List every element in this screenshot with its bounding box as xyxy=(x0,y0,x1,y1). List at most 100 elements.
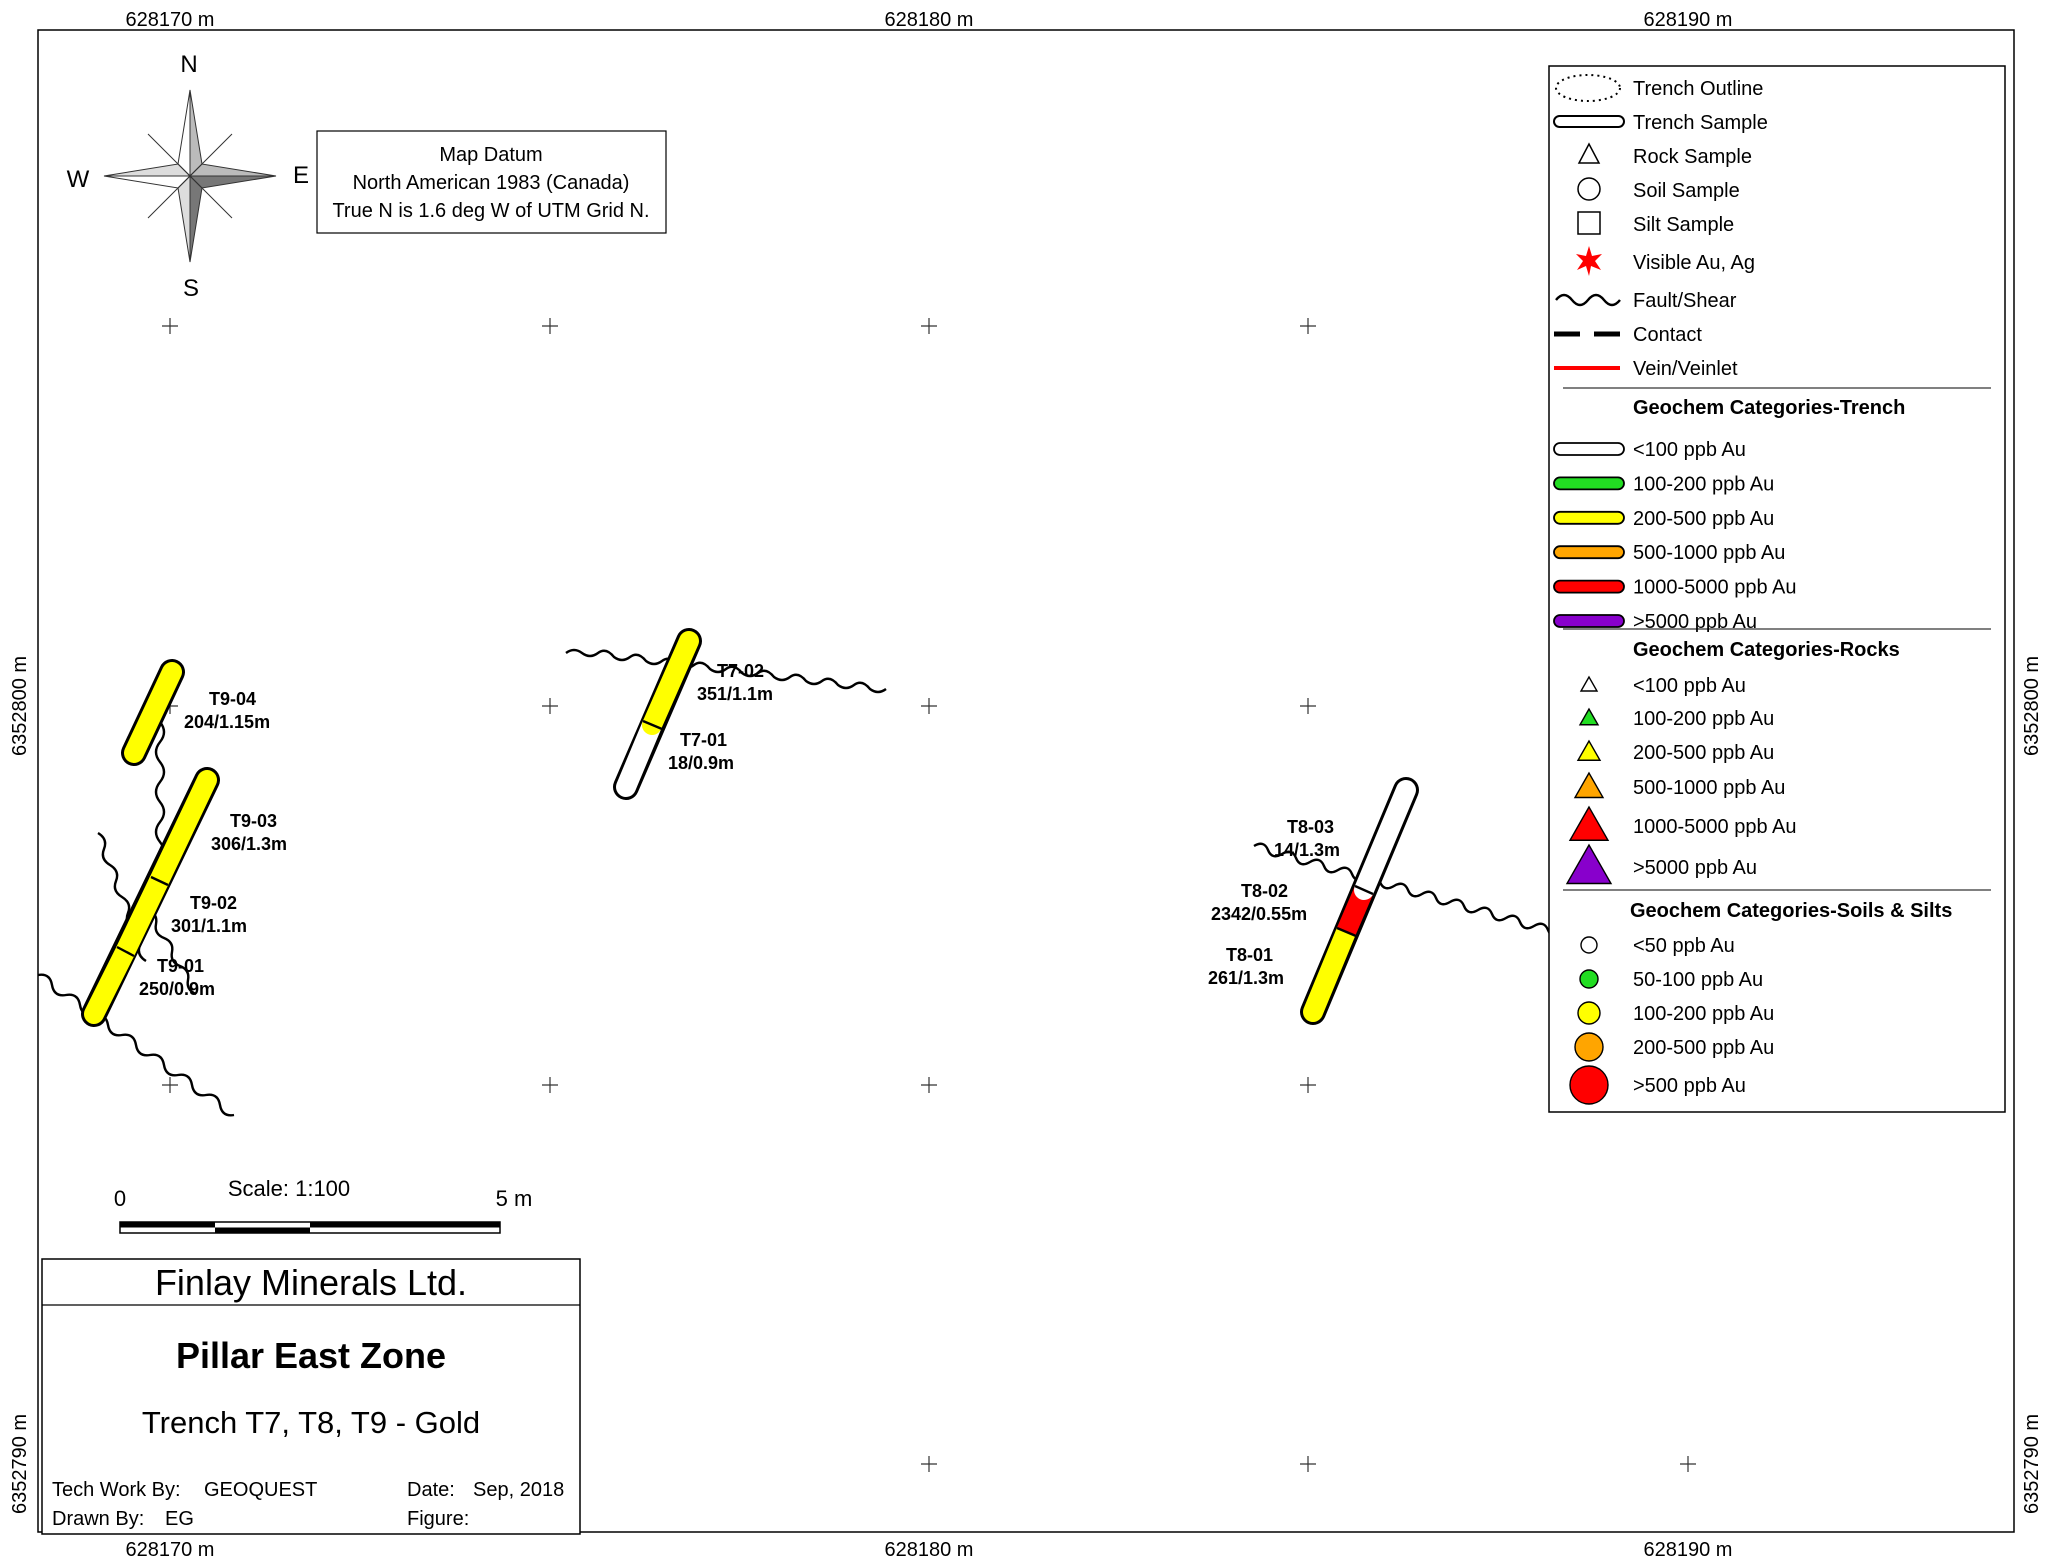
sample-t8-01[interactable] xyxy=(1303,922,1356,1022)
label-t9-01-id: T9-01 xyxy=(157,956,204,976)
legend-trench-label-200-500-ppb-au: 200-500 ppb Au xyxy=(1633,508,1774,530)
fault-t7 xyxy=(565,648,887,694)
tech-work-value: GEOQUEST xyxy=(204,1479,317,1501)
grid-labels: 628170 m 628180 m 628190 m 628170 m 6281… xyxy=(9,9,2043,1557)
legend-soil-label-50-ppb-au: <50 ppb Au xyxy=(1633,935,1735,957)
label-t7-02-id: T7-02 xyxy=(717,661,764,681)
legend-soil-categories: <50 ppb Au 50-100 ppb Au 100-200 ppb Au 200… xyxy=(1569,935,1774,1105)
legend-fault-shear: Fault/Shear xyxy=(1633,290,1737,312)
fault-lines xyxy=(37,648,1563,1117)
grid-x-label-bottom-3: 628190 m xyxy=(1644,1539,1733,1557)
legend-contact: Contact xyxy=(1633,324,1702,346)
fault-t9-south xyxy=(37,973,235,1117)
scale-label: Scale: 1:100 xyxy=(228,1176,350,1201)
legend-soil-circle-500-ppb-au xyxy=(1569,1065,1609,1105)
title-block: Finlay Minerals Ltd. Pillar East Zone Tr… xyxy=(41,1258,581,1535)
label-t8-02-id: T8-02 xyxy=(1241,881,1288,901)
datum-true-north: True N is 1.6 deg W of UTM Grid N. xyxy=(332,200,649,222)
figure-label: Figure: xyxy=(407,1508,469,1530)
legend-soils-title: Geochem Categories-Soils & Silts xyxy=(1630,900,1952,922)
legend-rock-label-5000-ppb-au: >5000 ppb Au xyxy=(1633,857,1757,879)
company-name: Finlay Minerals Ltd. xyxy=(155,1262,467,1303)
grid-x-label-top-1: 628170 m xyxy=(126,9,215,31)
legend-trench-title: Geochem Categories-Trench xyxy=(1633,397,1905,419)
compass-east: E xyxy=(293,162,309,189)
compass-west: W xyxy=(67,166,90,193)
legend-trench-label-500-1000-ppb-au: 500-1000 ppb Au xyxy=(1633,542,1785,564)
label-t8-01-id: T8-01 xyxy=(1226,945,1273,965)
legend-soil-circle-50-100-ppb-au xyxy=(1579,969,1599,989)
label-t7-02-result: 351/1.1m xyxy=(697,684,773,704)
scale-start: 0 xyxy=(114,1186,126,1211)
project-title: Pillar East Zone xyxy=(176,1335,446,1376)
scale-bar: Scale: 1:100 0 5 m xyxy=(114,1176,533,1234)
label-t8-03-id: T8-03 xyxy=(1287,817,1334,837)
grid-x-label-bottom-2: 628180 m xyxy=(885,1539,974,1557)
grid-y-label-left-2: 6352790 m xyxy=(9,1414,31,1514)
label-t9-04-result: 204/1.15m xyxy=(184,712,270,732)
grid-x-label-top-3: 628190 m xyxy=(1644,9,1733,31)
legend-vein: Vein/Veinlet xyxy=(1633,358,1738,380)
sample-t9-01[interactable] xyxy=(84,942,135,1024)
label-t9-02-id: T9-02 xyxy=(190,893,237,913)
fault-t8 xyxy=(1253,842,1563,938)
legend-rock-triangle-100-ppb-au xyxy=(1579,675,1599,692)
legend-trench-swatch-500-1000-ppb-au xyxy=(1553,545,1625,560)
legend-rock-triangle-100-200-ppb-au xyxy=(1578,707,1600,726)
sample-t9-02[interactable] xyxy=(115,876,169,957)
legend-trench-swatch-5000-ppb-au xyxy=(1553,614,1625,628)
legend-rock-triangle-1000-5000-ppb-au xyxy=(1568,805,1610,841)
legend-trench-outline: Trench Outline xyxy=(1633,78,1763,100)
legend-symbols: Trench Outline Trench Sample Rock Sample… xyxy=(1553,74,1768,380)
label-t9-03-id: T9-03 xyxy=(230,811,277,831)
legend-rock-label-100-200-ppb-au: 100-200 ppb Au xyxy=(1633,708,1774,730)
tech-work-label: Tech Work By: xyxy=(52,1479,181,1501)
legend-trench-label-5000-ppb-au: >5000 ppb Au xyxy=(1633,611,1757,633)
label-t9-02-result: 301/1.1m xyxy=(171,916,247,936)
legend-trench-categories: <100 ppb Au 100-200 ppb Au 200-500 ppb Au 5… xyxy=(1553,439,1797,633)
trench-samples xyxy=(81,628,1419,1027)
sample-t7-01[interactable] xyxy=(616,715,662,797)
fault-t9-upper xyxy=(154,721,166,863)
visible-gold-star-icon xyxy=(1576,246,1602,276)
legend-rock-triangle-5000-ppb-au xyxy=(1565,843,1613,885)
label-t7-01-result: 18/0.9m xyxy=(668,753,734,773)
legend-rock-label-1000-5000-ppb-au: 1000-5000 ppb Au xyxy=(1633,816,1797,838)
map-datum-box: Map Datum North American 1983 (Canada) T… xyxy=(316,130,667,234)
label-t8-02-result: 2342/0.55m xyxy=(1211,904,1307,924)
datum-title: Map Datum xyxy=(439,144,542,166)
legend-soil-label-100-200-ppb-au: 100-200 ppb Au xyxy=(1633,1003,1774,1025)
sample-t7-02[interactable] xyxy=(642,631,699,735)
grid-y-label-right-1: 6352800 m xyxy=(2021,656,2043,756)
legend-soil-label-50-100-ppb-au: 50-100 ppb Au xyxy=(1633,969,1763,991)
legend-soil-label-500-ppb-au: >500 ppb Au xyxy=(1633,1075,1746,1097)
sample-t9-04[interactable] xyxy=(124,662,182,763)
legend-soil-label-200-500-ppb-au: 200-500 ppb Au xyxy=(1633,1037,1774,1059)
date-value: Sep, 2018 xyxy=(473,1479,564,1501)
label-t9-03-result: 306/1.3m xyxy=(211,834,287,854)
legend-rock-triangle-500-1000-ppb-au xyxy=(1573,771,1605,799)
legend-rock-triangle-200-500-ppb-au xyxy=(1576,739,1602,761)
scale-end: 5 m xyxy=(496,1186,533,1211)
rock-sample-icon xyxy=(1577,142,1601,164)
grid-y-label-left-1: 6352800 m xyxy=(9,656,31,756)
legend: Trench Outline Trench Sample Rock Sample… xyxy=(1548,65,2006,1113)
legend-trench-swatch-1000-5000-ppb-au xyxy=(1553,579,1625,594)
legend-trench-swatch-100-200-ppb-au xyxy=(1553,476,1625,491)
sample-t8-03[interactable] xyxy=(1354,780,1416,900)
legend-rock-label-500-1000-ppb-au: 500-1000 ppb Au xyxy=(1633,777,1785,799)
legend-trench-swatch-100-ppb-au xyxy=(1553,442,1625,456)
legend-rocks-title: Geochem Categories-Rocks xyxy=(1633,639,1900,661)
grid-x-label-bottom-1: 628170 m xyxy=(126,1539,215,1557)
fault-t9-lower xyxy=(147,908,197,996)
sample-t9-03[interactable] xyxy=(149,770,217,891)
legend-soil-circle-50-ppb-au xyxy=(1580,936,1598,954)
label-t8-03-result: 14/1.3m xyxy=(1274,840,1340,860)
grid-y-label-right-2: 6352790 m xyxy=(2021,1414,2043,1514)
legend-soil-circle-200-500-ppb-au xyxy=(1574,1032,1604,1062)
label-t7-01-id: T7-01 xyxy=(680,730,727,750)
label-t9-01-result: 250/0.9m xyxy=(139,979,215,999)
legend-trench-sample: Trench Sample xyxy=(1633,112,1768,134)
legend-trench-label-100-200-ppb-au: 100-200 ppb Au xyxy=(1633,473,1774,495)
